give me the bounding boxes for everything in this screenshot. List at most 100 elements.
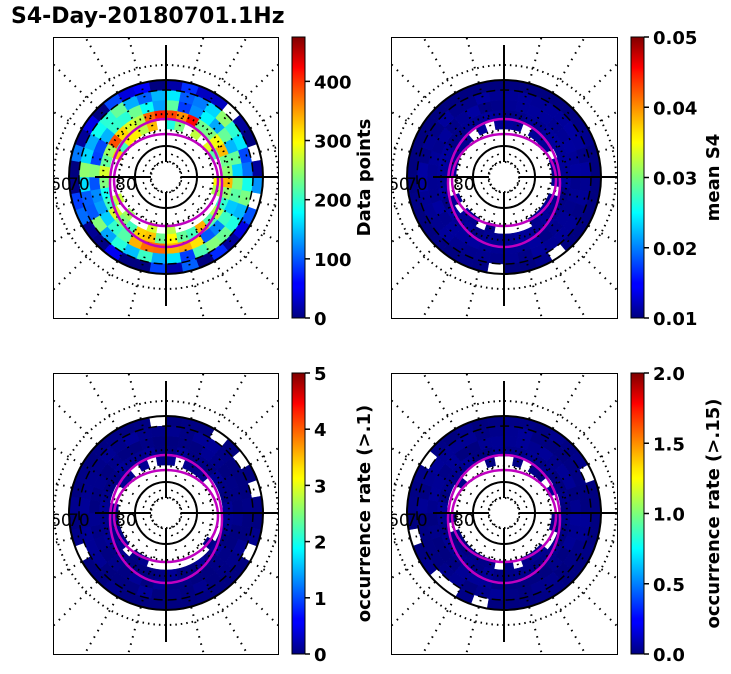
- colorbar: 0 1 2 3 4 5 occurrence rate (>.1): [291, 364, 375, 666]
- heatmap-bin: [88, 512, 101, 527]
- longitude-gridline: [506, 527, 543, 654]
- colorbar-tick-label: 5: [314, 364, 327, 385]
- colorbar-tick-label: 400: [314, 72, 352, 93]
- colorbar-tick-label: 0.05: [653, 28, 697, 49]
- heatmap-bin: [559, 512, 572, 525]
- latitude-tick-label: 60: [388, 175, 410, 195]
- latitude-gridline: [488, 161, 520, 193]
- longitude-gridline: [168, 37, 205, 163]
- heatmap-bin: [426, 512, 439, 527]
- colorbar-tick-label: 300: [314, 132, 352, 153]
- longitude-gridline: [53, 399, 157, 504]
- longitude-gridline: [423, 189, 498, 317]
- figure-title: S4-Day-20180701.1Hz: [11, 4, 285, 29]
- heatmap-bin: [490, 99, 505, 112]
- longitude-gridline: [513, 63, 617, 168]
- colorbar-tick-label: 0.01: [653, 309, 697, 330]
- heatmap-bin: [231, 499, 244, 514]
- latitude-tick-label: 80: [453, 175, 475, 195]
- longitude-gridline: [506, 373, 543, 499]
- latitude-tick-label: 80: [115, 175, 137, 195]
- colorbar-tick-label: 0.04: [653, 98, 697, 119]
- longitude-gridline: [465, 37, 502, 163]
- heatmap-bin: [98, 165, 111, 178]
- heatmap-bin: [579, 512, 592, 529]
- heatmap-bin: [490, 435, 505, 448]
- colorbar-tick-label: 0.03: [653, 169, 697, 190]
- heatmap-bin: [150, 252, 167, 265]
- colorbar-tick-label: 3: [314, 476, 327, 497]
- heatmap-bin: [569, 163, 582, 178]
- longitude-gridline: [465, 527, 502, 654]
- heatmap-bin: [503, 435, 518, 448]
- latitude-gridline: [488, 497, 520, 529]
- longitude-gridline: [127, 191, 164, 318]
- longitude-gridline: [513, 399, 617, 504]
- heatmap-bin: [493, 119, 505, 131]
- heatmap-bin: [488, 588, 505, 601]
- heatmap-bin: [165, 588, 182, 601]
- longitude-gridline: [513, 186, 617, 291]
- longitude-gridline: [391, 522, 495, 627]
- latitude-tick-label: 80: [453, 511, 475, 531]
- longitude-gridline: [172, 373, 247, 501]
- axes-frame: [391, 373, 618, 655]
- latitude-gridline: [150, 161, 182, 193]
- longitude-gridline: [510, 189, 585, 317]
- axes-frame: [53, 37, 279, 319]
- heatmap-bin: [241, 176, 254, 193]
- longitude-gridline: [53, 63, 157, 168]
- longitude-gridline: [423, 525, 498, 653]
- latitude-tick-label: 70: [68, 175, 90, 195]
- heatmap-bin: [165, 455, 177, 467]
- colorbar: 0 100 200 300 400 Data points: [291, 36, 375, 330]
- heatmap-bin: [579, 176, 592, 193]
- longitude-gridline: [465, 191, 502, 318]
- heatmap-bin: [426, 176, 439, 191]
- heatmap-bin: [569, 176, 582, 191]
- heatmap-bin: [88, 163, 101, 178]
- longitude-gridline: [168, 527, 205, 654]
- longitude-gridline: [127, 527, 164, 654]
- longitude-gridline: [175, 63, 278, 168]
- longitude-gridline: [85, 189, 160, 317]
- longitude-gridline: [168, 373, 205, 499]
- colorbar-tick-label: 0: [314, 645, 327, 666]
- latitude-tick-label: 70: [68, 511, 90, 531]
- latitude-tick-label: 70: [406, 175, 428, 195]
- heatmap-bin: [221, 176, 234, 189]
- heatmap-bin: [503, 99, 518, 112]
- heatmap-bin: [155, 455, 167, 467]
- colorbar-tick-label: 1.0: [653, 505, 685, 526]
- longitude-gridline: [506, 37, 543, 163]
- latitude-tick-label: 60: [50, 175, 72, 195]
- heatmap-bin: [488, 252, 505, 265]
- longitude-gridline: [506, 191, 543, 318]
- longitude-gridline: [127, 37, 164, 163]
- heatmap-bin: [426, 163, 439, 178]
- longitude-gridline: [423, 37, 498, 165]
- heatmap-bin: [154, 568, 167, 581]
- heatmap-bin: [165, 435, 180, 448]
- heatmap-bin: [503, 588, 520, 601]
- colorbar-tick-label: 2: [314, 533, 327, 554]
- heatmap-bin: [88, 499, 101, 514]
- colorbar-tick-label: 100: [314, 250, 352, 271]
- heatmap-bin: [492, 568, 505, 581]
- colorbar: 0.0 0.5 1.0 1.5 2.0 occurrence rate (>.15): [630, 364, 724, 666]
- heatmap-bin: [569, 512, 582, 527]
- longitude-gridline: [391, 186, 495, 291]
- colorbar-tick-label: 0.5: [653, 575, 685, 596]
- latitude-gridline: [150, 497, 182, 529]
- heatmap-bin: [503, 252, 520, 265]
- heatmap-bin: [165, 252, 182, 265]
- latitude-tick-label: 70: [406, 511, 428, 531]
- colorbar-gradient: [291, 36, 306, 319]
- latitude-tick-label: 60: [388, 511, 410, 531]
